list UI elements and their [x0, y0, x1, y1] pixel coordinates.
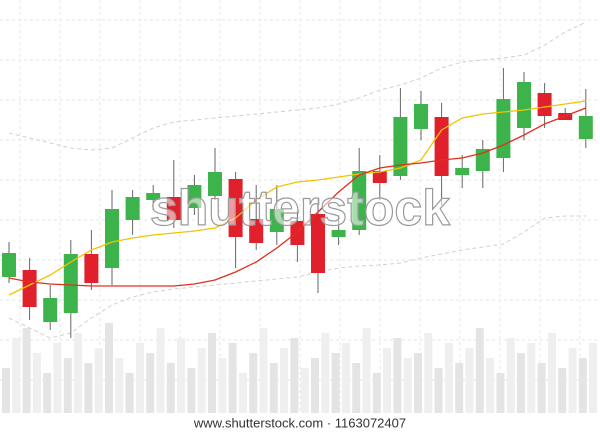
volume-bar [177, 338, 186, 413]
volume-bar [197, 348, 206, 413]
footer-text: www.shutterstock.com · 1163072407 [193, 415, 406, 430]
volume-bar [208, 333, 216, 413]
volume-bar [434, 368, 443, 413]
volume-bar [341, 343, 350, 413]
volume-bar [115, 358, 124, 413]
candle-body [269, 209, 284, 232]
candle-body [393, 117, 408, 176]
volume-bar [22, 328, 31, 413]
candle-body [125, 197, 140, 220]
volume-bar [558, 368, 567, 413]
volume-bar [290, 338, 299, 413]
candle-body [537, 93, 552, 116]
candle-body [434, 117, 449, 176]
volume-bar [496, 373, 505, 413]
volume-bar [537, 363, 546, 413]
volume-bar [527, 343, 536, 413]
band-lines [8, 21, 587, 339]
candle-body [187, 185, 202, 208]
volume-bar [444, 343, 453, 413]
volume-bar [63, 358, 72, 413]
volume-bar [74, 333, 83, 413]
candle-body [414, 104, 428, 129]
volume-bar [94, 348, 103, 413]
candle-body [249, 219, 264, 243]
volume-bar [547, 333, 556, 413]
volume-bar [238, 373, 247, 413]
volume-bar [43, 373, 52, 413]
volume-bar [568, 348, 577, 413]
volume-bars [2, 323, 598, 413]
candle-body [22, 270, 37, 307]
volume-bar [32, 353, 41, 413]
moving-average-line [8, 100, 586, 296]
candle-body [455, 168, 470, 175]
candle-body [63, 254, 78, 313]
volume-bar [455, 363, 464, 413]
volume-bar [311, 358, 319, 413]
volume-bar [166, 363, 175, 413]
volume-bar [352, 363, 361, 413]
volume-bar [259, 328, 268, 413]
volume-bar [84, 363, 93, 413]
volume-bar [187, 368, 196, 413]
volume-bar [393, 338, 402, 413]
candle-body [228, 179, 243, 237]
candles [2, 68, 593, 338]
volume-bar [146, 353, 155, 413]
volume-bar [2, 368, 10, 413]
band-line [8, 21, 587, 151]
candle-body [578, 116, 593, 139]
volume-bar [383, 348, 392, 413]
volume-bar [506, 338, 515, 413]
volume-bar [424, 333, 433, 413]
volume-bar [372, 373, 381, 413]
volume-bar [12, 338, 21, 413]
volume-bar [218, 358, 227, 413]
volume-bar [228, 343, 237, 413]
volume-bar [321, 333, 330, 413]
candle-body [311, 214, 325, 273]
candle-body [166, 197, 181, 220]
volume-bar [300, 368, 309, 413]
candle-body [146, 193, 161, 200]
volume-bar [362, 328, 371, 413]
moving-averages [8, 100, 587, 296]
volume-bar [53, 343, 62, 413]
moving-average-line [8, 107, 587, 287]
watermark: shutterstock [150, 180, 450, 236]
volume-bar [589, 343, 598, 413]
volume-bar [486, 358, 495, 413]
volume-bar [249, 353, 258, 413]
volume-bar [135, 343, 144, 413]
volume-bar [269, 363, 278, 413]
volume-bar [331, 353, 340, 413]
candle-body [290, 221, 305, 245]
candle-body [496, 99, 511, 158]
volume-bar [125, 373, 134, 413]
volume-bar [578, 358, 587, 413]
volume-bar [403, 358, 412, 413]
candle-body [2, 253, 16, 277]
volume-bar [465, 348, 474, 413]
candle-body [352, 171, 367, 230]
candle-body [331, 230, 346, 237]
volume-bar [105, 323, 113, 413]
candle-body [372, 171, 387, 183]
band-line [8, 215, 586, 339]
candle-body [208, 172, 222, 196]
candle-body [475, 149, 490, 171]
footer-strip [0, 413, 600, 433]
candle-body [517, 82, 531, 128]
volume-bar [517, 353, 525, 413]
candle-body [43, 298, 58, 322]
candle-body [105, 209, 119, 268]
volume-bar [280, 348, 289, 413]
volume-bar [156, 328, 165, 413]
candle-body [84, 254, 99, 283]
volume-bar [475, 328, 484, 413]
volume-bar [414, 353, 422, 413]
